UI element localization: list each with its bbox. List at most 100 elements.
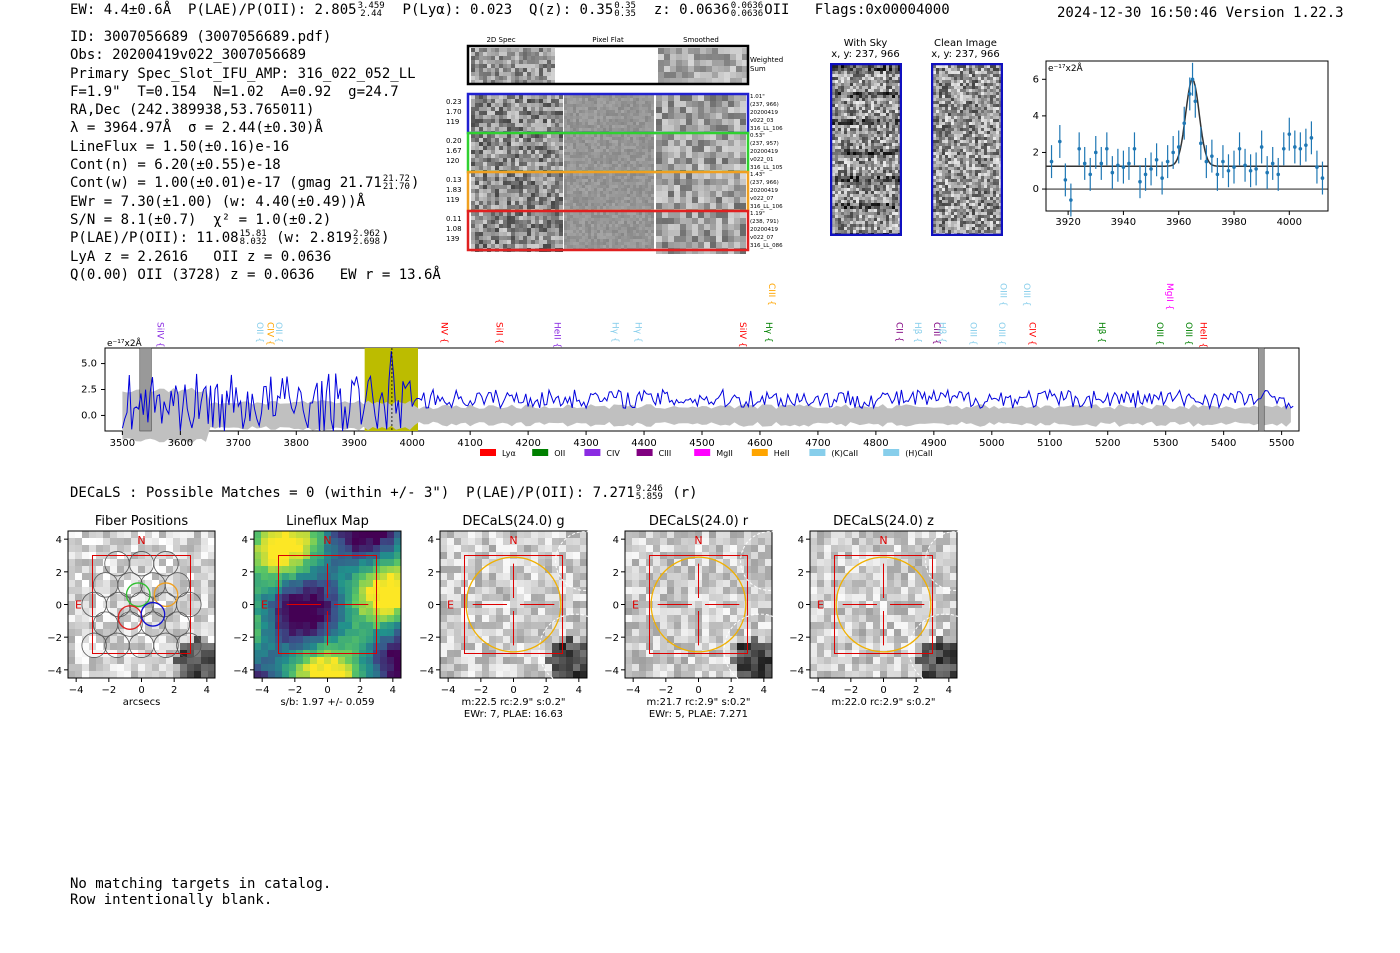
sky-pixel	[883, 194, 886, 197]
sky-pixel	[895, 104, 898, 107]
pixel	[648, 95, 651, 98]
sky-pixel	[993, 110, 996, 113]
sky-pixel	[853, 224, 856, 227]
pixel	[585, 152, 588, 155]
pixel	[487, 216, 491, 220]
sky-pixel	[889, 119, 892, 122]
pixel	[567, 104, 570, 107]
pixel	[603, 125, 606, 128]
sky-pixel	[871, 206, 874, 209]
sky-pixel	[859, 221, 862, 224]
pixel	[487, 232, 491, 236]
sky-pixel	[895, 110, 898, 113]
pixel	[495, 173, 499, 177]
pixel	[633, 155, 636, 158]
pixel	[555, 212, 559, 216]
sky-pixel	[996, 92, 999, 95]
pixel	[716, 224, 722, 230]
pixel	[603, 119, 606, 122]
pixel	[585, 158, 588, 161]
pixel	[582, 152, 585, 155]
pixel	[722, 101, 728, 107]
sky-pixel	[889, 161, 892, 164]
pixel	[600, 215, 603, 218]
pixel	[621, 176, 624, 179]
pixel	[573, 179, 576, 182]
sky-pixel	[859, 80, 862, 83]
sky-pixel	[886, 158, 889, 161]
pixel	[519, 193, 523, 197]
pixel	[511, 107, 515, 111]
sky-pixel	[963, 65, 966, 68]
pixel	[618, 107, 621, 110]
pixel	[531, 201, 535, 205]
pixel	[573, 191, 576, 194]
sky-pixel	[859, 104, 862, 107]
sky-pixel	[835, 182, 838, 185]
pixel	[588, 107, 591, 110]
pixel	[483, 212, 487, 216]
pixel	[499, 232, 503, 236]
pixel	[573, 146, 576, 149]
pixel	[698, 218, 704, 224]
pixel	[630, 239, 633, 242]
pixel	[600, 221, 603, 224]
pixel	[579, 125, 582, 128]
sky-pixel	[832, 224, 835, 227]
pixel	[479, 48, 483, 52]
sky-pixel	[841, 200, 844, 203]
sky-pixel	[969, 74, 972, 77]
sky-pixel	[892, 137, 895, 140]
sky-pixel	[996, 77, 999, 80]
sky-pixel	[850, 113, 853, 116]
pixel	[585, 149, 588, 152]
pixel	[676, 54, 682, 60]
pixel	[728, 230, 734, 236]
pixel	[567, 125, 570, 128]
sky-pixel	[877, 194, 880, 197]
pixel	[591, 212, 594, 215]
pixel	[535, 119, 539, 123]
pixel	[600, 236, 603, 239]
sky-pixel	[936, 86, 939, 89]
pixel	[475, 103, 479, 107]
sky-pixel	[886, 101, 889, 104]
pixel	[483, 244, 487, 248]
pixel	[615, 137, 618, 140]
pixel	[582, 134, 585, 137]
sky-pixel	[880, 227, 883, 230]
pixel	[680, 185, 686, 191]
pixel	[674, 140, 680, 146]
sky-pixel	[832, 113, 835, 116]
pixel	[606, 182, 609, 185]
pixel	[582, 197, 585, 200]
pixel	[670, 72, 676, 78]
sky-pixel	[987, 92, 990, 95]
sky-pixel	[847, 119, 850, 122]
pixel	[612, 122, 615, 125]
pixel	[600, 101, 603, 104]
sky-pixel	[883, 152, 886, 155]
sky-pixel	[838, 71, 841, 74]
pixel	[704, 146, 710, 152]
pixel	[543, 95, 547, 99]
pixel	[487, 99, 491, 103]
pixel	[736, 72, 742, 78]
pixel	[564, 143, 567, 146]
pixel	[618, 128, 621, 131]
pixel	[579, 104, 582, 107]
sky-pixel	[874, 194, 877, 197]
pixel	[576, 239, 579, 242]
pixel	[547, 244, 551, 248]
sky-pixel	[835, 89, 838, 92]
pixel	[633, 212, 636, 215]
pixel	[527, 212, 531, 216]
sky-pixel	[862, 134, 865, 137]
pixel	[523, 68, 527, 72]
pixel	[507, 181, 511, 185]
pixel	[491, 220, 495, 224]
sky-pixel	[898, 80, 901, 83]
sky-pixel	[898, 200, 901, 203]
pixel	[499, 111, 503, 115]
pixel	[651, 176, 654, 179]
